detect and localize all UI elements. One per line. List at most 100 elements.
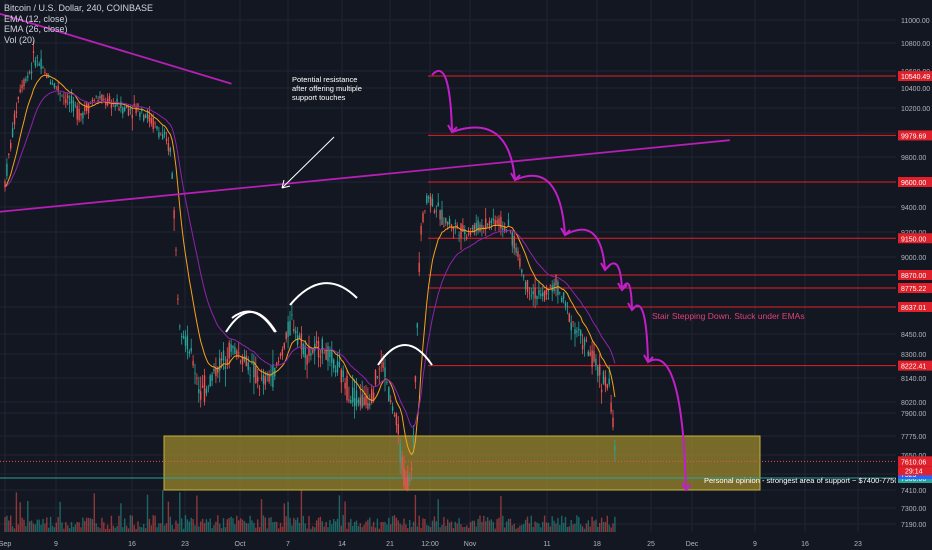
volume-bar (439, 527, 441, 532)
candle-body (469, 231, 472, 236)
volume-bar (494, 528, 496, 532)
volume-bar (428, 525, 430, 532)
price-axis[interactable]: 11000.0010800.0010600.0010400.0010200.00… (896, 0, 932, 550)
candle-body (561, 298, 563, 302)
candle-body (144, 115, 147, 118)
volume-bar (448, 522, 451, 532)
volume-bar (523, 523, 525, 532)
volume-bar (344, 501, 346, 532)
time-tick-label: 25 (647, 541, 655, 548)
ema12-legend[interactable]: EMA (12, close) (4, 13, 68, 24)
volume-bar (568, 526, 570, 532)
volume-bar (70, 521, 73, 532)
candle-body (181, 336, 183, 338)
volume-bar (184, 515, 187, 532)
volume-bar (63, 528, 65, 532)
price-tick-label: 7775.00 (901, 434, 926, 441)
time-tick-label: 9 (753, 541, 757, 548)
volume-bar (420, 527, 422, 532)
volume-bar (602, 521, 605, 532)
volume-bar (505, 521, 508, 532)
candle-body (549, 284, 551, 286)
volume-bar (371, 526, 373, 532)
candle-body (255, 366, 257, 384)
candle-body (310, 353, 312, 356)
volume-bar (298, 522, 301, 532)
candle-body (103, 99, 105, 101)
candle-body (27, 75, 29, 78)
candle-body (287, 321, 289, 337)
volume-bar (422, 518, 424, 532)
volume-bar (386, 524, 388, 532)
candle-body (359, 397, 361, 406)
price-tick-label: 10800.00 (901, 41, 930, 48)
candle-body (124, 107, 126, 111)
price-level-tag (898, 301, 932, 312)
volume-bar (363, 524, 365, 532)
volume-bar (450, 521, 453, 532)
volume-bar (116, 526, 118, 532)
candle-body (211, 374, 213, 381)
candle-body (485, 218, 487, 229)
volume-bar (13, 528, 16, 532)
candle-body (447, 222, 449, 225)
stair-step-arrow (631, 304, 649, 363)
candle-body (502, 227, 504, 230)
candle-body (59, 92, 61, 95)
volume-legend[interactable]: Vol (20) (4, 34, 36, 45)
candle-body (11, 128, 14, 138)
candle-body (488, 220, 491, 228)
ema26-legend[interactable]: EMA (26, close) (4, 24, 68, 34)
candle-body (498, 218, 500, 226)
time-axis[interactable]: Sep 9 16 23 Oct 7 14 21 12:00 Nov 11 18 25 Dec 9 16 23 (0, 535, 932, 550)
candle-body (572, 321, 574, 323)
candle-body (165, 138, 168, 142)
candle-body (589, 352, 591, 356)
volume-bar (441, 524, 443, 532)
candle-body (122, 107, 124, 114)
volume-bar (458, 518, 460, 532)
candle-body (198, 389, 200, 394)
volume-bar (144, 528, 147, 532)
volume-bar (391, 516, 394, 532)
candle-body (308, 346, 310, 356)
volume-bar (86, 517, 88, 532)
volume-bar (543, 515, 546, 532)
price-level-tag-text: 7500.00 (901, 476, 926, 483)
candle-body (283, 342, 285, 349)
candle-body (553, 283, 555, 292)
volume-bar (612, 523, 614, 532)
stair-step-arrow (564, 228, 606, 271)
volume-bar (536, 522, 538, 532)
volume-bar (103, 522, 105, 532)
price-tick-label: 8300.00 (901, 352, 926, 359)
candle-body (492, 218, 494, 221)
candle-body (401, 456, 403, 470)
candle-body (384, 367, 386, 378)
stair-step-arrow (621, 282, 633, 311)
candle-body (156, 126, 158, 129)
candle-body (340, 369, 342, 383)
volume-bar (53, 527, 56, 532)
volume-bar (388, 517, 390, 532)
candle-body (443, 226, 445, 228)
candle-body (236, 350, 238, 357)
volume-bar (464, 527, 466, 532)
candle-body (192, 360, 194, 366)
candle-body (296, 335, 299, 345)
candle-body (266, 373, 268, 376)
candle-body (348, 399, 350, 401)
candle-body (182, 335, 185, 339)
volume-bar (608, 524, 610, 532)
candle-body (268, 374, 270, 382)
volume-bar (399, 523, 401, 532)
volume-bar (380, 522, 382, 532)
candle-body (32, 51, 35, 53)
time-tick-label: 16 (801, 541, 809, 548)
volume-bar (230, 516, 232, 532)
time-tick-label: 16 (128, 541, 136, 548)
symbol-title[interactable]: Bitcoin / U.S. Dollar, 240, COINBASE (4, 3, 154, 13)
